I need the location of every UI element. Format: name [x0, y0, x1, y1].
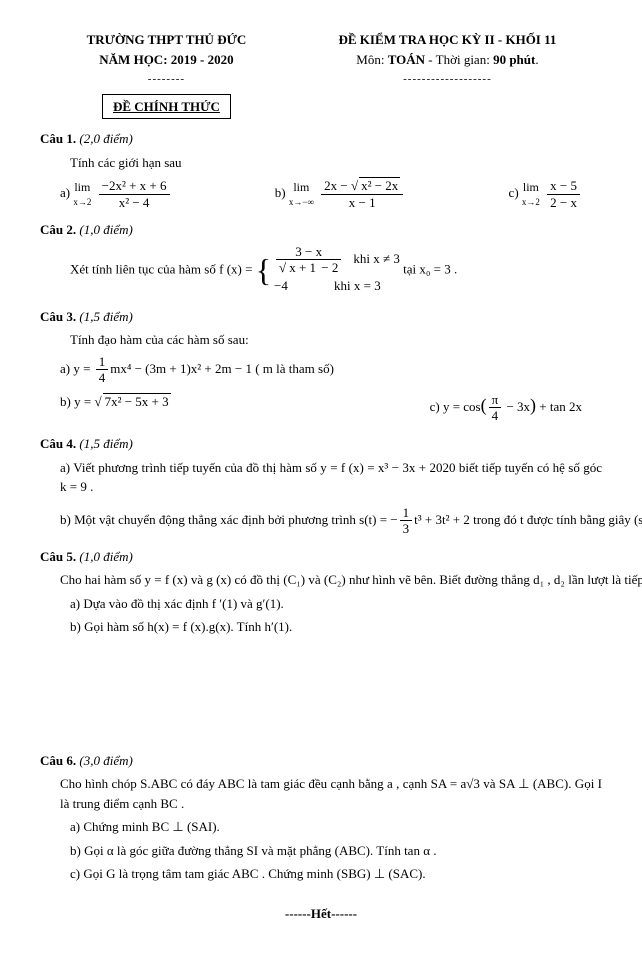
question-2: Câu 2. (1,0 điểm) Xét tính liên tục của … — [40, 220, 602, 296]
q6-c: c) Gọi G là trọng tâm tam giác ABC . Chứ… — [70, 864, 602, 884]
q6-b: b) Gọi α là góc giữa đường thẳng SI và m… — [70, 841, 602, 861]
q6-points: (3,0 điểm) — [79, 753, 132, 768]
q1-c: c) limx→2 x − 52 − x — [509, 178, 582, 210]
q5-b: b) Gọi hàm số h(x) = f (x).g(x). Tính h′… — [70, 617, 642, 637]
q1-points: (2,0 điểm) — [79, 131, 132, 146]
q5-p1: Cho hai hàm số y = f (x) và g (x) có đồ … — [60, 570, 642, 590]
q6-a: a) Chứng minh BC ⊥ (SAI). — [70, 817, 602, 837]
header-right: ĐỀ KIỂM TRA HỌC KỲ II - KHỐI 11 Môn: TOÁ… — [293, 30, 602, 119]
q3-b: b) y = 7x² − 5x + 3 — [60, 392, 171, 424]
document-header: TRƯỜNG THPT THỦ ĐỨC NĂM HỌC: 2019 - 2020… — [40, 30, 602, 119]
q6-num: Câu 6. — [40, 753, 76, 768]
q5-points: (1,0 điểm) — [79, 549, 132, 564]
official-label: ĐỀ CHÍNH THỨC — [102, 94, 231, 120]
q3-bc-row: b) y = 7x² − 5x + 3 c) y = cos(π4 − 3x) … — [60, 392, 582, 424]
exam-title: ĐỀ KIỂM TRA HỌC KỲ II - KHỐI 11 — [293, 30, 602, 50]
q3-a: a) y = 14mx⁴ − (3m + 1)x² + 2m − 1 ( m l… — [60, 354, 602, 386]
q4-num: Câu 4. — [40, 436, 76, 451]
q1-num: Câu 1. — [40, 131, 76, 146]
q3-head: Câu 3. (1,5 điểm) — [40, 307, 602, 327]
q2-body: Xét tính liên tục của hàm số f (x) = { 3… — [70, 244, 602, 297]
q1-prompt: Tính các giới hạn sau — [70, 153, 602, 173]
q3-c: c) y = cos(π4 − 3x) + tan 2x — [430, 392, 582, 424]
q2-points: (1,0 điểm) — [79, 222, 132, 237]
q2-head: Câu 2. (1,0 điểm) — [40, 220, 602, 240]
school-name: TRƯỜNG THPT THỦ ĐỨC — [40, 30, 293, 50]
q5-head: Câu 5. (1,0 điểm) — [40, 547, 642, 567]
subject-line: Môn: TOÁN - Thời gian: 90 phút. — [293, 50, 602, 70]
q4-points: (1,5 điểm) — [79, 436, 132, 451]
question-3: Câu 3. (1,5 điểm) Tính đạo hàm của các h… — [40, 307, 602, 424]
q3-points: (1,5 điểm) — [79, 309, 132, 324]
q3-num: Câu 3. — [40, 309, 76, 324]
q4-a: a) Viết phương trình tiếp tuyến của đồ t… — [60, 458, 602, 497]
dash-left: -------- — [40, 71, 293, 88]
q1-limits-row: a) limx→2 −2x² + x + 6x² − 4 b) limx→−∞ … — [60, 178, 582, 210]
end-marker: ------Hết------ — [40, 904, 602, 924]
dash-right: ------------------- — [293, 71, 602, 88]
q6-head: Câu 6. (3,0 điểm) — [40, 751, 602, 771]
question-6: Câu 6. (3,0 điểm) Cho hình chóp S.ABC có… — [40, 751, 602, 884]
q4b-q5-graph-row: b) Một vật chuyển động thẳng xác định bở… — [40, 501, 602, 741]
q1-b: b) limx→−∞ 2x − x² − 2x x − 1 — [275, 178, 406, 210]
q2-num: Câu 2. — [40, 222, 76, 237]
header-left: TRƯỜNG THPT THỦ ĐỨC NĂM HỌC: 2019 - 2020… — [40, 30, 293, 119]
q3-prompt: Tính đạo hàm của các hàm số sau: — [70, 330, 602, 350]
school-year: NĂM HỌC: 2019 - 2020 — [40, 50, 293, 70]
q5-num: Câu 5. — [40, 549, 76, 564]
q1-a: a) limx→2 −2x² + x + 6x² − 4 — [60, 178, 172, 210]
question-5: Câu 5. (1,0 điểm) Cho hai hàm số y = f (… — [40, 547, 642, 637]
q5-a: a) Dựa vào đồ thị xác định f ′(1) và g′(… — [70, 594, 642, 614]
q4-head: Câu 4. (1,5 điểm) — [40, 434, 602, 454]
question-4: Câu 4. (1,5 điểm) a) Viết phương trình t… — [40, 434, 602, 497]
q6-intro: Cho hình chóp S.ABC có đáy ABC là tam gi… — [60, 774, 602, 813]
q1-head: Câu 1. (2,0 điểm) — [40, 129, 602, 149]
q4-b: b) Một vật chuyển động thẳng xác định bở… — [60, 505, 642, 537]
question-1: Câu 1. (2,0 điểm) Tính các giới hạn sau … — [40, 129, 602, 210]
